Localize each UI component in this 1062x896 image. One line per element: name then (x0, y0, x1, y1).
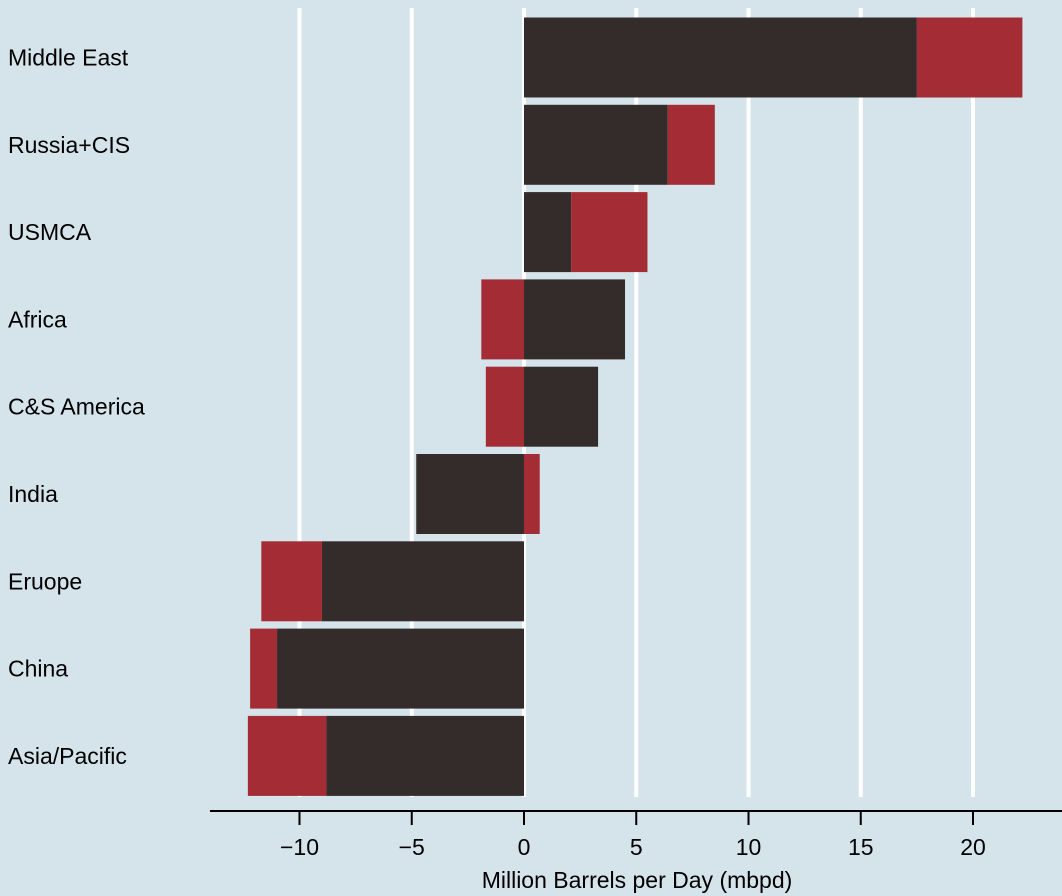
x-tick-label: 15 (848, 834, 874, 860)
x-tick-label: 5 (630, 834, 643, 860)
bar-segment (524, 17, 917, 98)
bar-segment (277, 628, 524, 709)
category-label: Africa (8, 306, 67, 332)
x-axis: −10 −5 0 5 10 15 20 (210, 810, 1062, 860)
category-label: C&S America (8, 394, 145, 420)
bar-segment (261, 541, 322, 622)
bar-segment (247, 715, 327, 796)
x-tick-label: 20 (960, 834, 986, 860)
category-label: Eruope (8, 568, 82, 594)
bar-segment (481, 279, 524, 360)
category-label: Asia/Pacific (8, 743, 127, 769)
category-labels: Middle East Russia+CIS USMCA Africa C&S Amer… (8, 45, 145, 769)
category-label: Russia+CIS (8, 132, 130, 158)
bar-segment (524, 279, 626, 360)
x-tick-label: 0 (518, 834, 531, 860)
bar-segment (524, 366, 599, 447)
bar-segment (916, 17, 1023, 98)
bar-segment (571, 192, 648, 273)
bars (247, 17, 1023, 796)
x-tick-label: −5 (399, 834, 425, 860)
bar-segment (250, 628, 278, 709)
category-label: India (8, 481, 58, 507)
x-tick-label: 10 (736, 834, 762, 860)
bar-segment (524, 104, 668, 185)
bar-segment (321, 541, 524, 622)
bar-segment (485, 366, 524, 447)
x-tick-label: −10 (280, 834, 319, 860)
bar-segment (667, 104, 715, 185)
bar-segment (416, 454, 524, 534)
bar-segment (524, 192, 572, 273)
bar-segment (326, 715, 524, 796)
category-label: USMCA (8, 219, 92, 245)
x-axis-title: Million Barrels per Day (mbpd) (482, 867, 793, 893)
category-label: China (8, 656, 68, 682)
bar-segment (524, 454, 540, 534)
category-label: Middle East (8, 45, 129, 71)
